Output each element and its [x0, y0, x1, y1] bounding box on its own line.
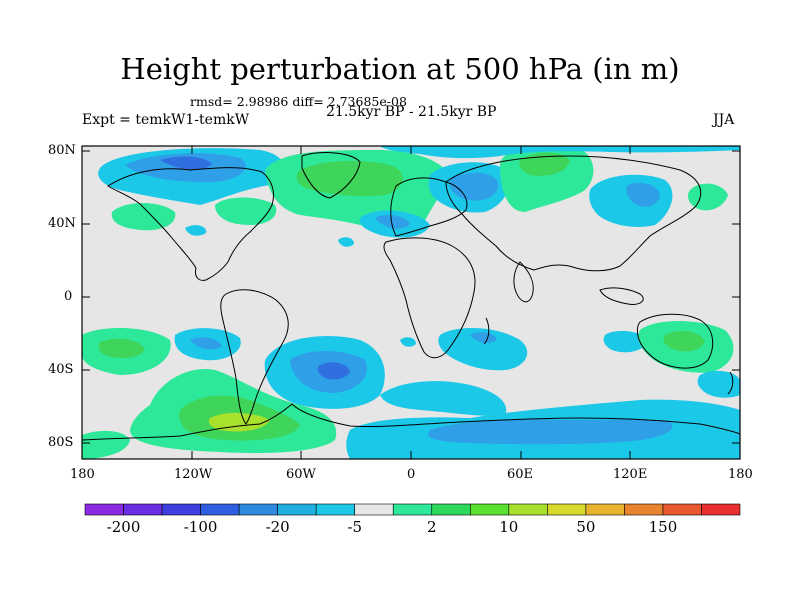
stats-label: rmsd= 2.98986 diff= 2.73685e-08: [190, 94, 407, 109]
colorbar-label: 10: [499, 518, 519, 536]
anomaly-region: [317, 362, 350, 380]
coastline-new-zealand: [727, 371, 734, 395]
anomaly-region: [519, 152, 570, 176]
x-tick-label: 0: [407, 467, 416, 482]
anomaly-region: [185, 225, 207, 236]
colorbar-swatch: [238, 503, 278, 516]
colorbar-swatch: [315, 503, 356, 516]
coastline-north-america: [107, 167, 275, 281]
colorbar-swatch: [354, 503, 394, 516]
anomaly-field: [82, 146, 740, 459]
colorbar-swatch: [277, 503, 317, 516]
colorbar-label: -20: [265, 518, 290, 536]
anomaly-region: [438, 328, 528, 371]
coastline-india: [513, 261, 534, 303]
x-tick-label: 180: [728, 467, 753, 482]
page-title: Height perturbation at 500 hPa (in m): [120, 52, 680, 86]
anomaly-region: [603, 330, 648, 353]
anomaly-region: [98, 338, 145, 359]
colorbar-swatch: [585, 503, 625, 516]
y-tick-label: 40N: [48, 216, 76, 231]
coastline-africa: [383, 237, 476, 359]
coastline-south-america: [220, 289, 289, 425]
anomaly-region: [380, 381, 507, 416]
colorbar-swatch: [123, 503, 163, 516]
x-tick-label: 60W: [286, 467, 316, 482]
coastline-madagascar: [483, 317, 490, 345]
colorbar-label: -5: [347, 518, 363, 536]
colorbar-swatch: [624, 503, 664, 516]
colorbar-swatch: [547, 503, 587, 516]
anomaly-region: [697, 370, 740, 398]
anomaly-region: [190, 337, 222, 350]
x-tick-label: 120W: [174, 467, 213, 482]
anomaly-region: [215, 197, 277, 225]
experiment-label: Expt = temkW1-temkW: [82, 112, 250, 128]
colorbar-label: -100: [183, 518, 218, 536]
anomaly-region: [208, 412, 270, 432]
y-tick-label: 80N: [48, 143, 76, 158]
coastline-indonesia: [599, 287, 644, 305]
anomaly-region: [428, 419, 673, 445]
period-label: 21.5kyr BP - 21.5kyr BP: [326, 104, 497, 120]
y-tick-label: 40S: [48, 362, 74, 377]
y-ticks: [82, 150, 740, 444]
season-label: JJA: [713, 112, 735, 128]
anomaly-region: [338, 237, 354, 247]
anomaly-region: [663, 330, 705, 352]
anomaly-region: [375, 214, 410, 229]
coastline-antarctica: [82, 403, 740, 441]
colorbar-label: 150: [648, 518, 678, 536]
colorbar-swatch: [200, 503, 240, 516]
colorbar-label: 50: [576, 518, 596, 536]
colorbar-label: -200: [106, 518, 141, 536]
coastline-asia: [445, 155, 702, 272]
colorbar-swatch: [161, 503, 201, 516]
colorbar: [84, 503, 741, 516]
x-tick-label: 60E: [507, 467, 534, 482]
colorbar-swatch: [392, 503, 433, 516]
anomaly-region: [626, 182, 660, 207]
y-tick-label: 80S: [48, 435, 74, 450]
anomaly-region: [296, 160, 403, 197]
colorbar-swatch: [469, 503, 510, 516]
anomaly-region: [449, 172, 499, 201]
anomaly-region: [400, 337, 416, 347]
coastline-greenland: [301, 152, 361, 199]
y-tick-label: 0: [64, 289, 73, 304]
coastlines: [82, 152, 740, 441]
colorbar-swatch: [508, 503, 548, 516]
colorbar-swatch: [662, 503, 702, 516]
colorbar-swatch: [84, 503, 124, 516]
anomaly-region: [470, 332, 497, 343]
coastline-europe: [390, 177, 468, 237]
colorbar-swatch: [701, 503, 741, 516]
colorbar-swatch: [431, 503, 471, 516]
x-ticks: [81, 146, 741, 459]
colorbar-label: 2: [426, 518, 437, 536]
anomaly-region: [380, 146, 740, 159]
x-tick-label: 120E: [613, 467, 648, 482]
coastline-australia: [636, 313, 714, 369]
x-tick-label: 180: [70, 467, 95, 482]
anomaly-region: [160, 156, 212, 170]
